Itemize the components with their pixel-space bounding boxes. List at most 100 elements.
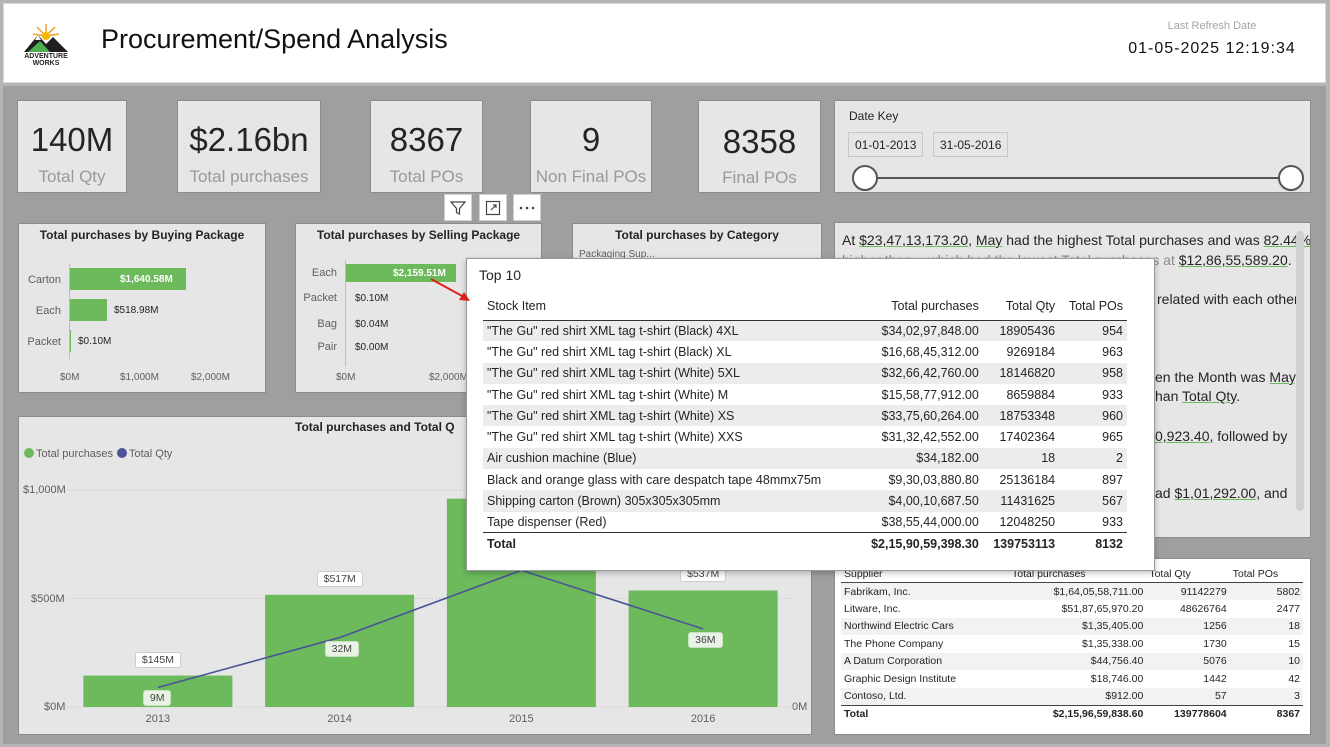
table-cell: "The Gu" red shirt XML tag t-shirt (Whit… [487,366,740,381]
table-cell: The Phone Company [844,637,944,650]
table-row[interactable]: "The Gu" red shirt XML tag t-shirt (Blac… [483,341,1127,362]
kpi-label: Total POs [389,167,464,186]
table-cell: Shipping carton (Brown) 305x305x305mm [487,494,721,509]
qty-line[interactable] [157,569,704,689]
table-row[interactable]: Tape dispenser (Red) $38,55,44,000.00 1204… [483,512,1127,533]
table-row[interactable]: Air cushion machine (Blue) $34,182.00 18 2 [483,447,1127,470]
bar-packet[interactable] [70,330,71,352]
table-row[interactable]: Black and orange glass with care despatc… [483,469,1127,490]
kpi-card-total-pos[interactable]: 8367 Total POs [370,100,483,193]
bar-value: $0.04M [355,319,389,330]
column-header-total-pos[interactable]: Total POs [1229,565,1303,583]
data-label-qty: 32M [324,640,360,657]
table-row[interactable]: Contoso, Ltd. $912.00 57 3 [841,687,1303,705]
table-cell: 17402364 [999,430,1056,445]
focus-mode-icon[interactable] [479,194,507,221]
table-row[interactable]: Graphic Design Institute $18,746.00 1442 42 [841,670,1303,688]
table-cell: $34,182.00 [916,451,979,466]
table-cell: $31,32,42,552.00 [881,430,979,445]
filter-icon[interactable] [444,194,472,221]
x-tick: $0M [336,372,356,383]
slicer-title: Date Key [849,109,899,123]
column-header-total-qty[interactable]: Total Qty [1146,565,1230,583]
table-row[interactable]: "The Gu" red shirt XML tag t-shirt (Blac… [483,320,1127,342]
narrative-line: related with each other. [1157,291,1302,307]
table-cell: 1256 [1203,620,1227,633]
table-cell: 8659884 [1006,387,1056,402]
legend-item-total-qty[interactable]: Total Qty [117,448,172,460]
slider-start-handle[interactable] [852,165,878,191]
narrative-scrollbar[interactable] [1296,231,1304,511]
bar-each[interactable] [70,299,107,321]
table-cell: $34,02,97,848.00 [881,323,979,338]
table-cell: 15 [1288,637,1300,650]
table-row[interactable]: Fabrikam, Inc. $1,64,05,58,711.00 91142279… [841,582,1303,600]
data-label-qty: 9M [142,690,172,707]
axis-line [345,260,346,366]
narrative-line: ad $1,01,292.00, and [1155,485,1288,501]
column-header-stock-item: Stock Item [483,292,857,321]
table-cell: $33,75,60,264.00 [881,408,979,423]
table-row[interactable]: Litware, Inc. $51,87,65,970.20 48626764 247… [841,600,1303,618]
table-cell: $38,55,44,000.00 [881,515,979,530]
table-row[interactable]: A Datum Corporation $44,756.40 5076 10 [841,652,1303,670]
bar-value: $0.10M [78,336,112,347]
table-row[interactable]: "The Gu" red shirt XML tag t-shirt (Whit… [483,362,1127,384]
kpi-label: Total Qty [38,167,106,186]
buying-package-chart[interactable]: Total purchases by Buying Package Carton… [18,223,266,393]
red-arrow-icon [430,278,470,301]
slicer-end-date[interactable]: 31-05-2016 [933,132,1009,157]
bar-label: Pair [317,341,337,353]
x-tick: 2013 [146,713,170,725]
data-label-qty: 36M [688,631,723,648]
chart-title: Total purchases by Selling Package [316,228,521,242]
date-key-slicer[interactable]: Date Key 01-01-2013 31-05-2016 [834,100,1311,193]
kpi-label: Non Final POs [535,167,647,186]
bar-each[interactable] [346,264,456,282]
slicer-start-date[interactable]: 01-01-2013 [848,132,924,157]
supplier-table[interactable]: Supplier Total purchases Total Qty Total… [834,558,1311,735]
axis-line [69,264,70,359]
table-cell: "The Gu" red shirt XML tag t-shirt (Whit… [487,430,743,445]
table-cell: A Datum Corporation [844,655,943,668]
bar-value: $518.98M [114,305,159,316]
slider-track[interactable] [865,177,1293,179]
table-cell: 57 [1214,690,1227,702]
table-cell: $9,30,03,880.80 [888,472,979,487]
bar-carton[interactable] [70,268,186,290]
bar-2016[interactable] [628,590,778,707]
table-row[interactable]: The Phone Company $1,35,338.00 1730 15 [841,635,1303,653]
x-tick: $0M [60,372,80,383]
table-row[interactable]: "The Gu" red shirt XML tag t-shirt (Whit… [483,426,1127,447]
slider-end-handle[interactable] [1278,165,1304,191]
table-row[interactable]: "The Gu" red shirt XML tag t-shirt (Whit… [483,384,1127,405]
table-cell: 1730 [1203,637,1227,650]
table-row[interactable]: Shipping carton (Brown) 305x305x305mm $4,… [483,490,1127,512]
x-tick: $2,000M [429,372,468,383]
refresh-date-label: Last Refresh Date [1167,20,1257,32]
table-cell: $18,746.00 [1090,672,1144,685]
table-cell: $44,756.40 [1090,655,1144,668]
kpi-card-total-purchases[interactable]: $2.16bn Total purchases [177,100,321,193]
table-cell: 5076 [1203,655,1227,668]
table-cell: $4,00,10,687.50 [888,494,979,509]
table-row[interactable]: "The Gu" red shirt XML tag t-shirt (Whit… [483,405,1127,427]
kpi-card-total-qty[interactable]: 140M Total Qty [17,100,127,193]
table-cell: 3 [1294,690,1300,702]
data-label-purchases: $517M [316,570,363,587]
more-options-icon[interactable] [513,194,541,221]
table-cell: 42 [1288,672,1300,685]
table-cell: 18905436 [999,323,1056,338]
kpi-value: 8358 [722,123,797,160]
x-tick: $1,000M [120,372,159,383]
chart-title: Total purchases and Total Q [295,420,455,434]
table-row[interactable]: Northwind Electric Cars $1,35,405.00 1256 1… [841,617,1303,635]
legend-item-total-purchases[interactable]: Total purchases [24,448,113,460]
kpi-card-non-final-pos[interactable]: 9 Non Final POs [530,100,652,193]
kpi-card-final-pos[interactable]: 8358 Final POs [698,100,821,193]
bar-label: Carton [27,274,61,286]
narrative-line: han Total Qty. [1155,388,1241,404]
table-cell: 9269184 [1006,344,1056,359]
table-cell: Tape dispenser (Red) [487,515,607,530]
bar-label: Packet [27,336,61,348]
